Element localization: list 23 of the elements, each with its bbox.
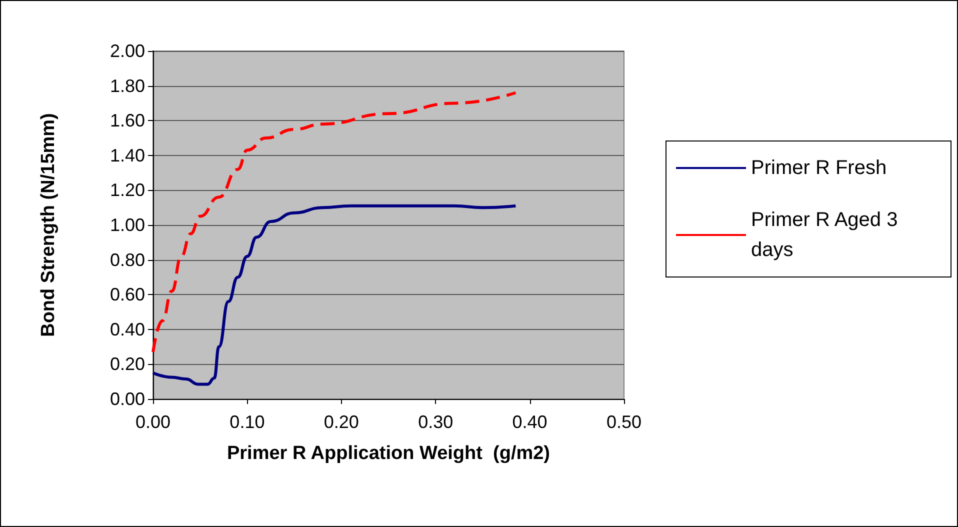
y-tick-label: 1.20 (110, 180, 145, 200)
y-tick-label: 0.00 (110, 389, 145, 409)
y-tick-label: 2.00 (110, 41, 145, 61)
x-tick-label: 0.10 (230, 412, 265, 432)
x-tick-label: 0.20 (324, 412, 359, 432)
x-tick-label: 0.00 (135, 412, 171, 432)
legend-label: Primer R Aged 3 days (751, 209, 904, 261)
line-series (152, 204, 518, 386)
x-tick-label: 0.40 (512, 412, 548, 432)
line-series (152, 91, 518, 354)
y-tick-label: 1.00 (110, 215, 145, 235)
y-tick-label: 1.40 (110, 145, 145, 166)
y-tick-label: 1.60 (110, 110, 145, 131)
y-tick-label: 1.80 (110, 76, 145, 96)
x-tick-label: 0.30 (418, 412, 454, 432)
y-axis-title: Bond Strength (N/15mm) (38, 113, 59, 337)
y-tick-label: 0.40 (110, 319, 145, 340)
x-axis-title: Primer R Application Weight (g/m2) (226, 443, 550, 464)
y-tick-label: 0.20 (110, 354, 145, 374)
y-tick-label: 0.80 (110, 250, 145, 270)
x-tick-label: 0.50 (606, 412, 642, 432)
y-tick-label: 0.60 (110, 284, 145, 305)
legend-label: Primer R Fresh (751, 157, 887, 179)
